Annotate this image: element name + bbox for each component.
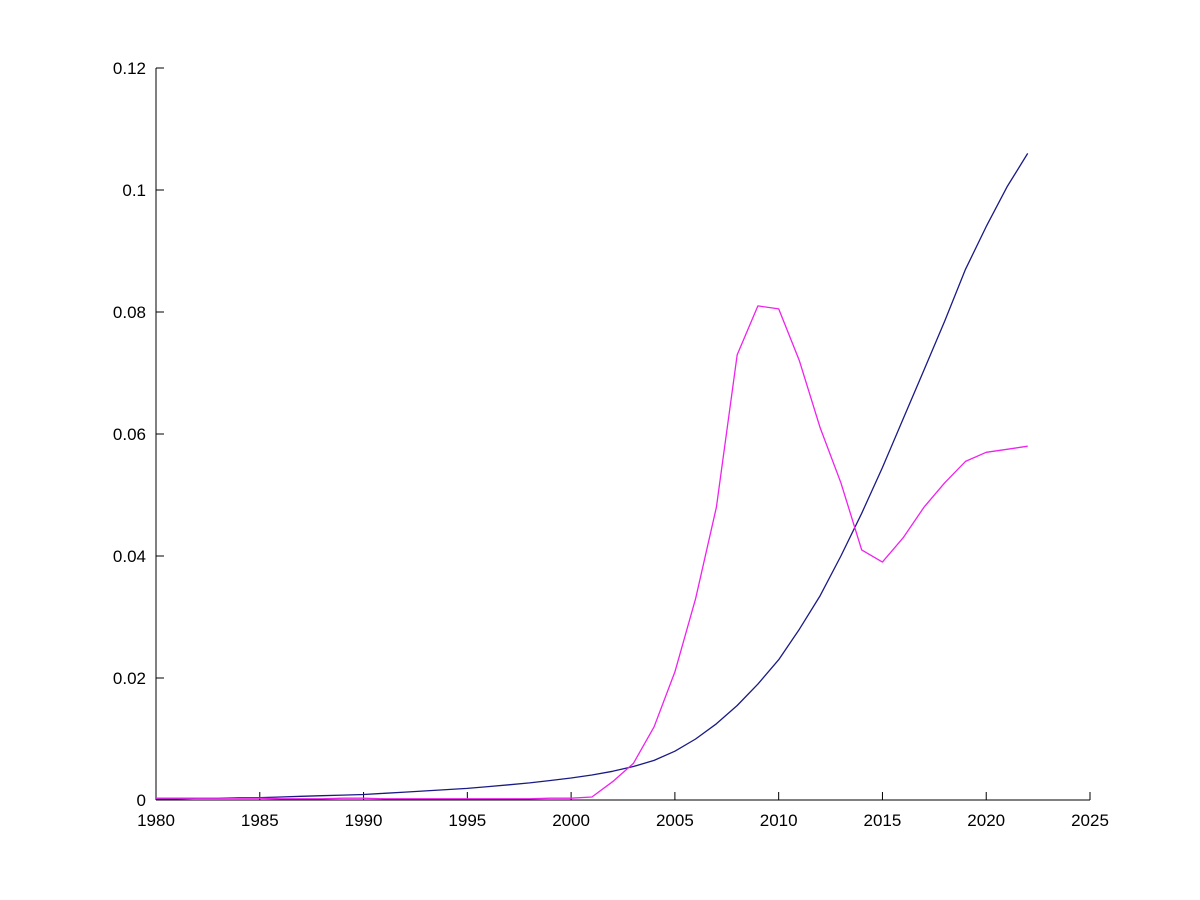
y-tick-label: 0.1 — [122, 181, 146, 200]
y-tick-label: 0 — [137, 791, 146, 810]
x-tick-label: 2000 — [552, 811, 590, 830]
series-line-dark-blue — [156, 153, 1029, 800]
series-line-magenta — [156, 305, 1028, 800]
y-tick-label: 0.12 — [113, 59, 146, 78]
y-tick-label: 0.06 — [113, 425, 146, 444]
x-tick-label: 1995 — [448, 811, 486, 830]
y-tick-label: 0.08 — [113, 303, 146, 322]
x-tick-label: 2025 — [1071, 811, 1109, 830]
y-tick-label: 0.02 — [113, 669, 146, 688]
x-tick-label: 1990 — [345, 811, 383, 830]
x-tick-label: 2005 — [656, 811, 694, 830]
x-tick-label: 1980 — [137, 811, 175, 830]
x-tick-label: 1985 — [241, 811, 279, 830]
y-tick-label: 0.04 — [113, 547, 146, 566]
x-tick-label: 2020 — [967, 811, 1005, 830]
x-tick-label: 2015 — [864, 811, 902, 830]
x-tick-label: 2010 — [760, 811, 798, 830]
